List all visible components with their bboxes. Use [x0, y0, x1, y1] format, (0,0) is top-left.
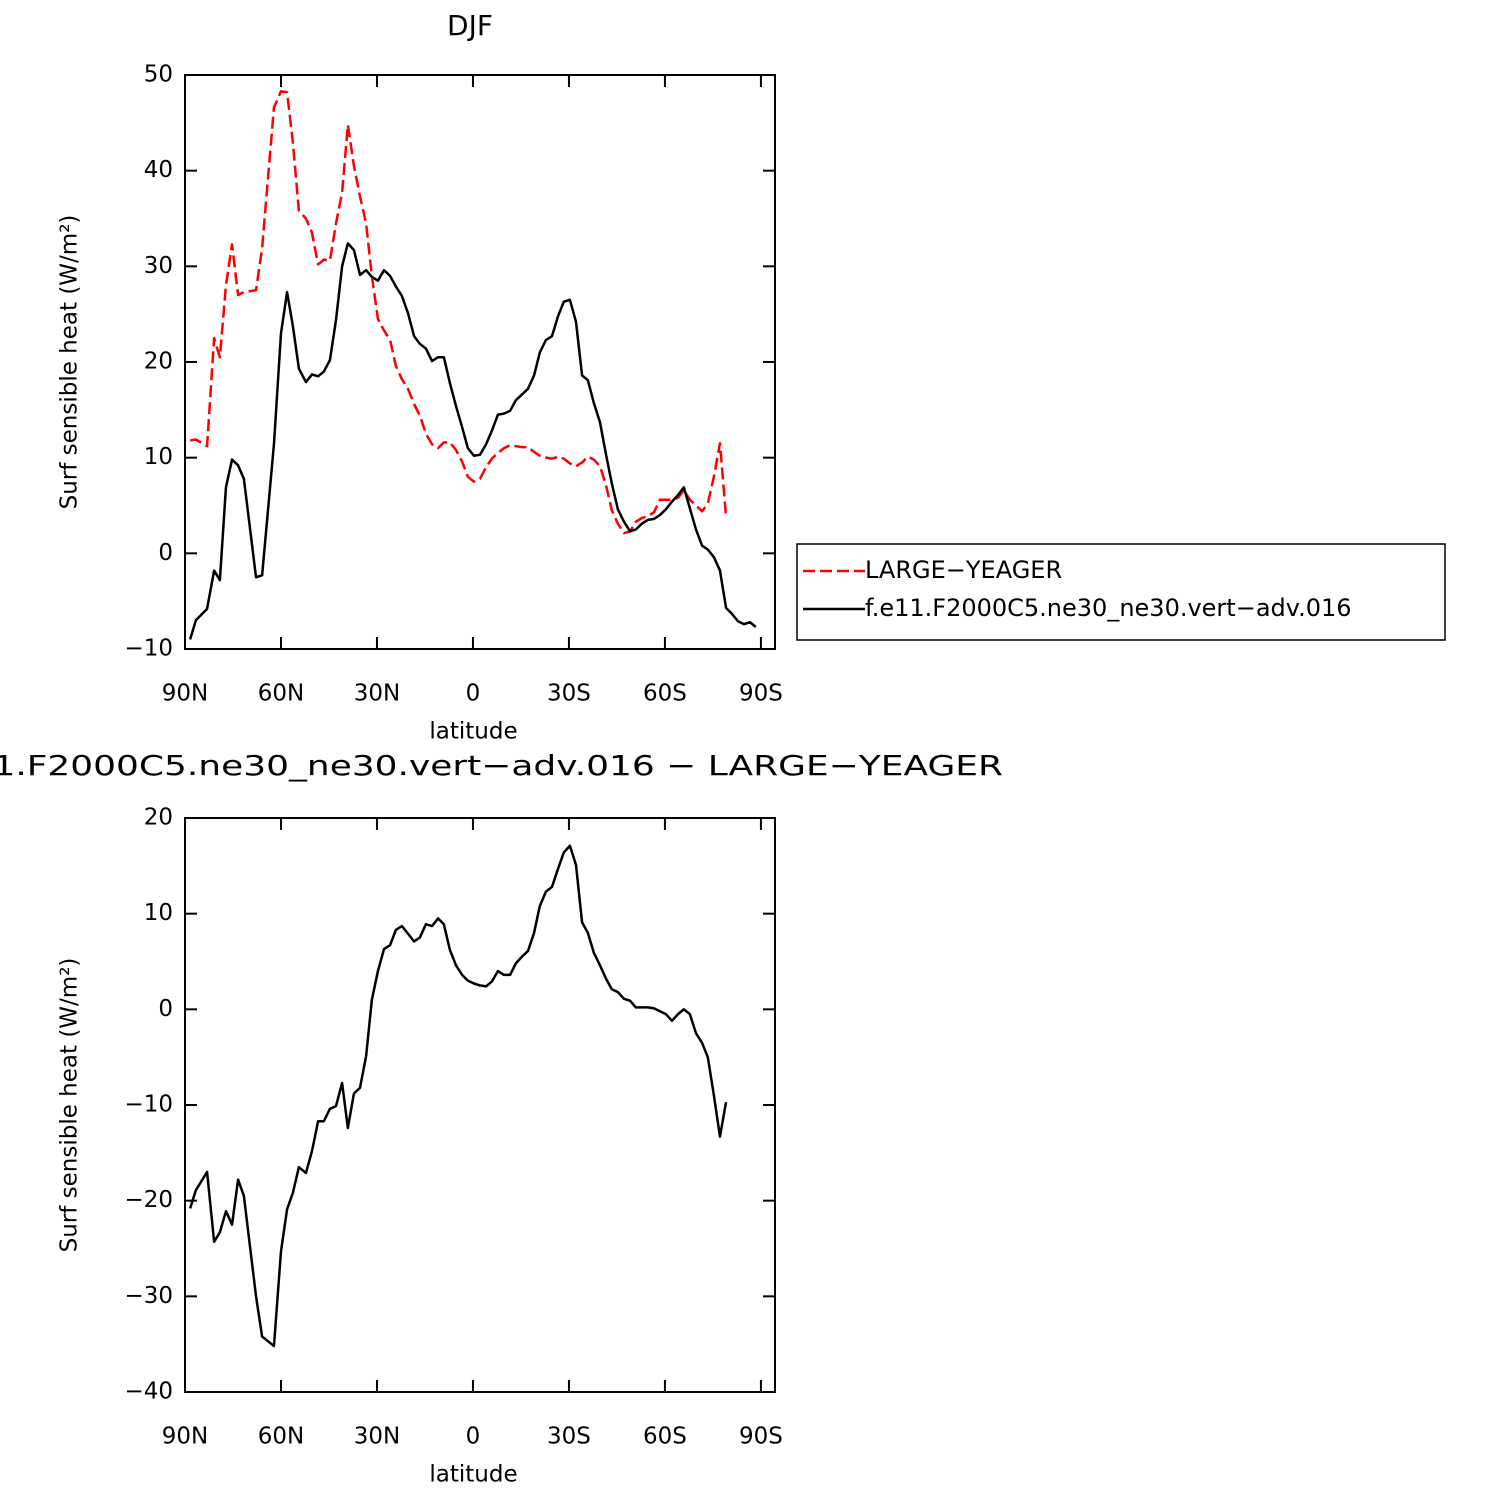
plot-frame: [184, 74, 776, 650]
data-line: [189, 90, 728, 535]
x-tick-label: 90S: [739, 1424, 783, 1450]
data-line: [188, 242, 757, 640]
chart-title: DJF: [447, 9, 493, 42]
x-tick-label: 60N: [258, 1424, 304, 1450]
legend-label: f.e11.F2000C5.ne30_ne30.vert−adv.016: [865, 594, 1352, 622]
x-tick-label: 0: [466, 1424, 481, 1450]
x-tick-label: 60S: [643, 1424, 687, 1450]
y-tick-label: 20: [144, 349, 173, 375]
x-tick-label: 30S: [547, 681, 591, 707]
x-tick-label: 60S: [643, 681, 687, 707]
legend-label: LARGE−YEAGER: [865, 556, 1062, 584]
y-tick-label: −30: [124, 1283, 173, 1309]
x-tick-label: 30N: [354, 681, 400, 707]
x-tick-label: 90N: [162, 1424, 208, 1450]
data-line: [188, 844, 728, 1348]
y-axis-label: Surf sensible heat (W/m²): [57, 958, 83, 1253]
plot-frame: [184, 817, 776, 1393]
y-tick-label: 10: [144, 444, 173, 470]
y-tick-label: 0: [158, 996, 173, 1022]
y-tick-label: 0: [158, 540, 173, 566]
chart-title: f.e11.F2000C5.ne30_ne30.vert−adv.016 − L…: [0, 749, 1003, 782]
y-tick-label: −20: [124, 1187, 173, 1213]
x-tick-label: 90N: [162, 681, 208, 707]
y-tick-label: 20: [144, 805, 173, 831]
x-axis-label: latitude: [429, 1462, 517, 1488]
x-tick-label: 30N: [354, 1424, 400, 1450]
y-axis-label: Surf sensible heat (W/m²): [57, 215, 83, 510]
x-tick-label: 60N: [258, 681, 304, 707]
x-tick-label: 30S: [547, 1424, 591, 1450]
y-tick-label: 10: [144, 900, 173, 926]
x-tick-label: 0: [466, 681, 481, 707]
y-tick-label: −10: [124, 636, 173, 662]
y-tick-label: 50: [144, 62, 173, 88]
y-tick-label: −10: [124, 1092, 173, 1118]
x-axis-label: latitude: [429, 719, 517, 745]
y-tick-label: 30: [144, 253, 173, 279]
legend-box: [796, 543, 1446, 641]
y-tick-label: 40: [144, 157, 173, 183]
y-tick-label: −40: [124, 1379, 173, 1405]
x-tick-label: 90S: [739, 681, 783, 707]
